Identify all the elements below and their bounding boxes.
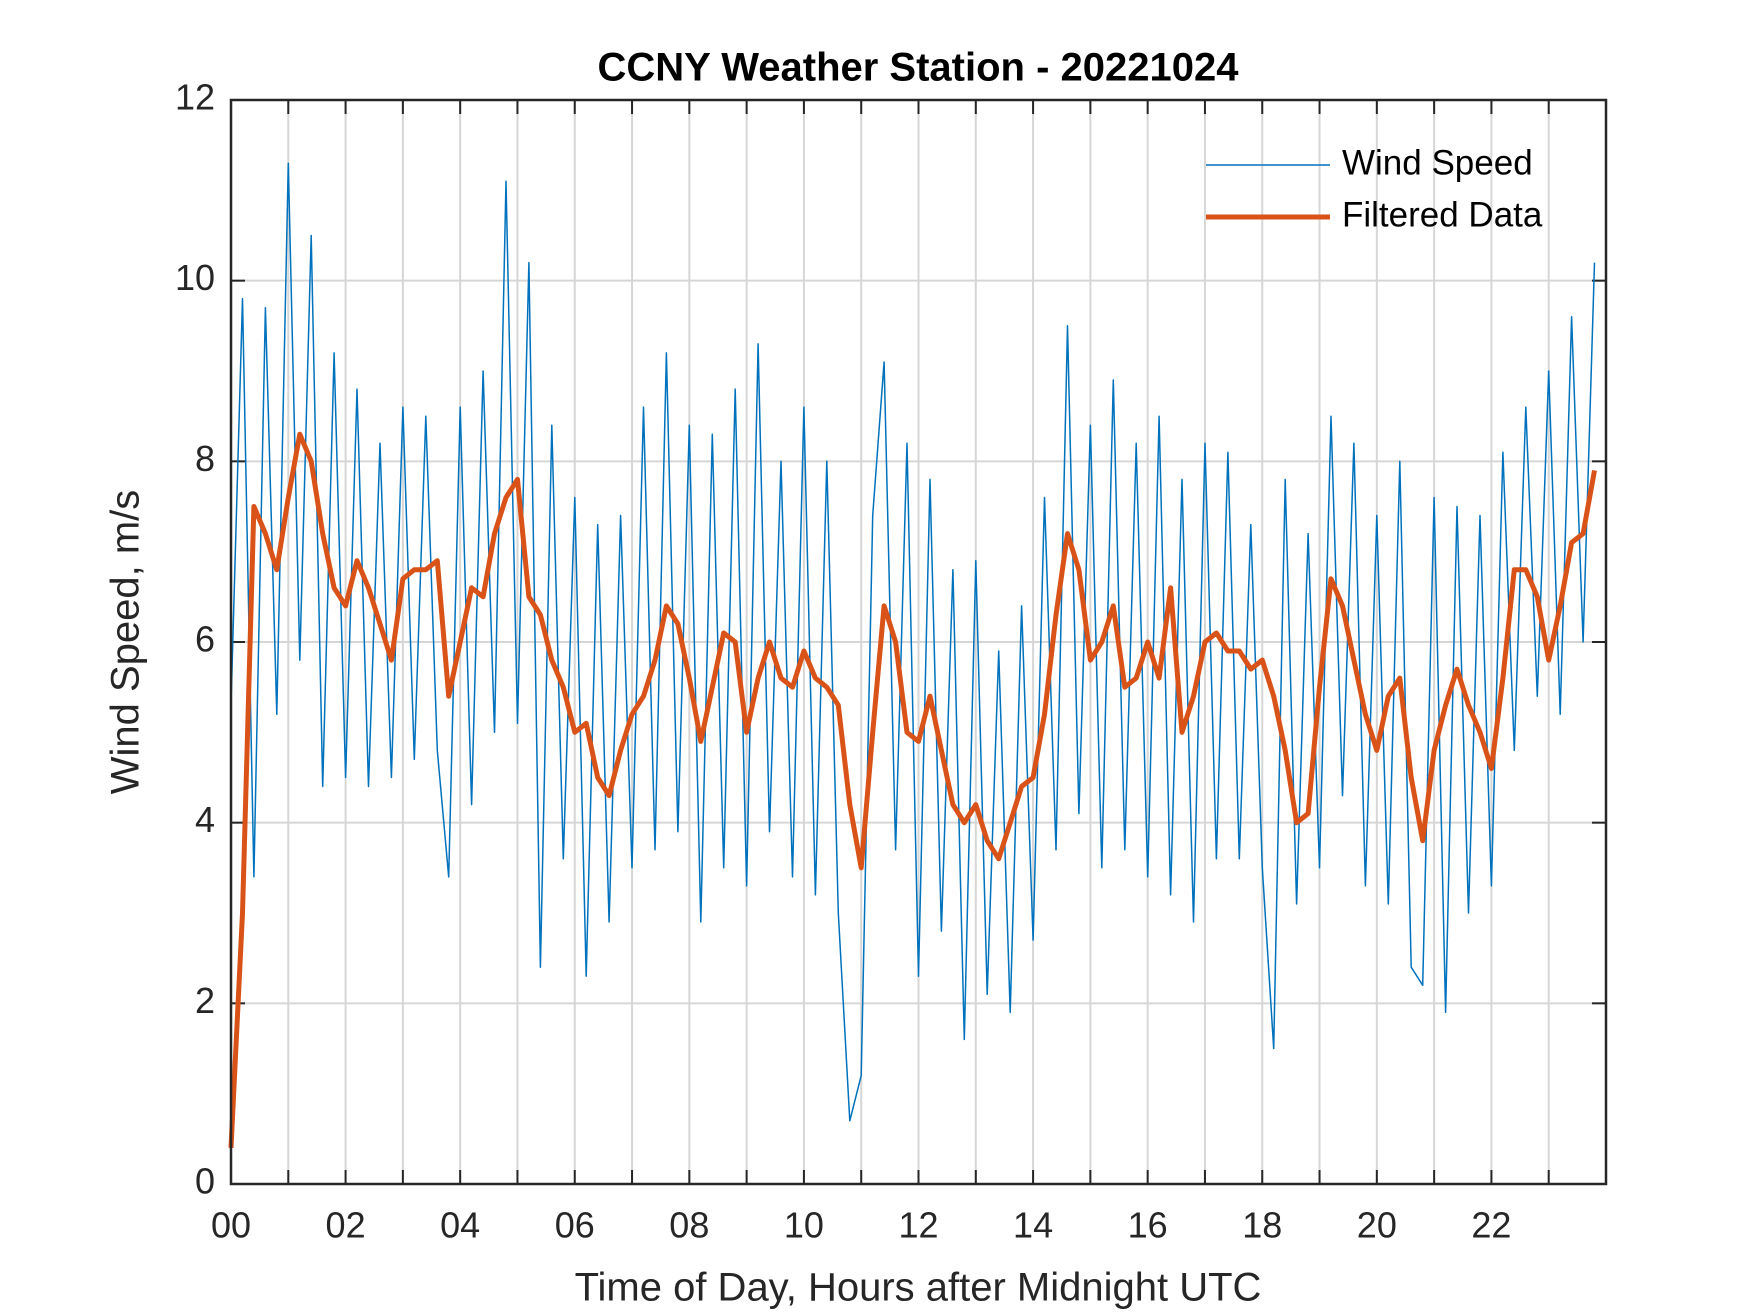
x-tick-label: 14	[1013, 1205, 1053, 1246]
y-tick-label: 4	[195, 799, 215, 840]
x-tick-label: 12	[898, 1205, 938, 1246]
x-tick-label: 02	[326, 1205, 366, 1246]
y-tick-label: 10	[175, 257, 215, 298]
x-tick-label: 06	[555, 1205, 595, 1246]
y-tick-label: 8	[195, 438, 215, 479]
x-tick-label: 16	[1128, 1205, 1168, 1246]
data-line	[228, 431, 1597, 1149]
x-tick-label: 00	[211, 1205, 251, 1246]
x-tick-label: 08	[669, 1205, 709, 1246]
x-tick-label: 10	[784, 1205, 824, 1246]
x-tick-label: 20	[1357, 1205, 1397, 1246]
y-tick-label: 2	[195, 980, 215, 1021]
x-axis-label: Time of Day, Hours after Midnight UTC	[575, 1266, 1262, 1310]
chart-title: CCNY Weather Station - 20221024	[598, 46, 1240, 90]
x-tick-label: 22	[1471, 1205, 1511, 1246]
axes-box	[229, 98, 1608, 1186]
legend-label: Filtered Data	[1342, 195, 1543, 234]
y-tick-label: 6	[195, 619, 215, 660]
data-line	[230, 162, 1596, 1122]
legend-label: Wind Speed	[1342, 143, 1533, 182]
y-tick-label: 12	[175, 77, 215, 118]
x-tick-label: 04	[440, 1205, 480, 1246]
y-tick-label: 0	[195, 1161, 215, 1202]
x-tick-label: 18	[1242, 1205, 1282, 1246]
y-axis-label: Wind Speed, m/s	[104, 490, 148, 795]
